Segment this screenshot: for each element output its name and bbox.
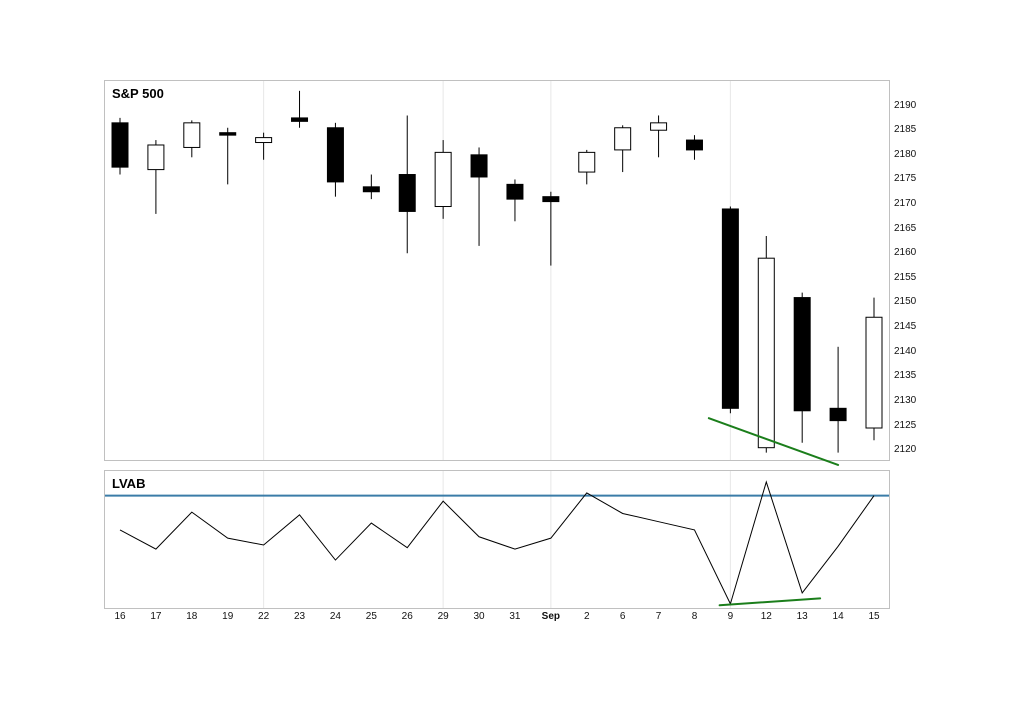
price-y-axis-label: 2125 bbox=[894, 419, 917, 431]
indicator-title: LVAB bbox=[112, 476, 146, 491]
date-axis-label: 9 bbox=[727, 611, 734, 622]
candle-body bbox=[721, 208, 739, 409]
date-axis-label: 19 bbox=[222, 611, 234, 622]
price-y-axis-label: 2150 bbox=[894, 296, 917, 308]
date-axis-label: 16 bbox=[114, 611, 126, 622]
date-axis-label: 15 bbox=[868, 611, 880, 622]
date-axis-label: 22 bbox=[258, 611, 270, 622]
candle-body bbox=[326, 127, 344, 183]
date-axis-label: 31 bbox=[509, 611, 521, 622]
date-axis-label: 2 bbox=[583, 611, 590, 622]
candle-body bbox=[183, 122, 201, 148]
price-y-axis: 2190 2185 2180 2175 2170 2165 2160 2155 2150 2145… bbox=[894, 80, 934, 465]
price-y-axis-label: 2140 bbox=[894, 345, 917, 357]
candle-body bbox=[829, 407, 847, 422]
date-axis-label: 26 bbox=[401, 611, 413, 622]
candle-body bbox=[793, 297, 811, 412]
date-axis-label: 7 bbox=[655, 611, 662, 622]
candle-body bbox=[434, 151, 452, 208]
candle-body bbox=[362, 186, 380, 193]
date-axis-label: 6 bbox=[619, 611, 626, 622]
indicator-support-trendline bbox=[718, 597, 822, 607]
date-axis-label: 30 bbox=[473, 611, 485, 622]
date-axis-label: 23 bbox=[293, 611, 306, 622]
price-y-axis-label: 2190 bbox=[894, 99, 917, 111]
price-support-trendline bbox=[707, 417, 840, 466]
indicator-line-chart bbox=[105, 471, 889, 608]
candle-body bbox=[614, 127, 632, 151]
price-y-axis-label: 2160 bbox=[894, 247, 917, 259]
price-chart-panel: S&P 500 bbox=[104, 80, 890, 466]
date-axis-label: 13 bbox=[796, 611, 808, 622]
date-axis-label: 8 bbox=[691, 611, 698, 622]
candle-body bbox=[291, 117, 309, 122]
date-axis-label: 29 bbox=[437, 611, 449, 622]
price-y-axis-label: 2165 bbox=[894, 222, 917, 234]
candle-body bbox=[757, 257, 775, 449]
date-axis: 16 17 18 19 22 23 24 25 26 29 30 31 Sep 2 6 7 8 9 12 13 14 15 bbox=[105, 611, 891, 627]
indicator-panel: LVAB bbox=[104, 470, 890, 609]
price-chart-title: S&P 500 bbox=[112, 86, 164, 101]
price-y-axis-label: 2175 bbox=[894, 173, 917, 185]
price-y-axis-label: 2170 bbox=[894, 198, 917, 210]
price-candlestick-chart bbox=[111, 81, 883, 466]
date-axis-label: 18 bbox=[186, 611, 198, 622]
date-axis-label: 12 bbox=[760, 611, 772, 622]
candle-body bbox=[542, 196, 560, 203]
price-y-axis-label: 2135 bbox=[894, 370, 917, 382]
candle-body bbox=[255, 137, 273, 144]
price-y-axis-label: 2185 bbox=[894, 124, 917, 136]
candle-body bbox=[111, 122, 129, 168]
date-axis-label: 17 bbox=[150, 611, 162, 622]
candle-body bbox=[219, 132, 237, 136]
date-axis-label: 14 bbox=[832, 611, 844, 622]
price-y-axis-label: 2120 bbox=[894, 444, 917, 456]
date-axis-label: Sep bbox=[541, 611, 561, 622]
candle-body bbox=[147, 144, 165, 171]
date-axis-label: 25 bbox=[365, 611, 377, 622]
candle-body bbox=[578, 151, 596, 173]
price-y-axis-label: 2180 bbox=[894, 148, 917, 160]
candle-body bbox=[685, 139, 703, 151]
date-axis-label: 24 bbox=[329, 611, 341, 622]
price-y-axis-label: 2155 bbox=[894, 271, 917, 283]
indicator-series-line bbox=[119, 480, 875, 606]
candle-body bbox=[865, 316, 883, 429]
candle-body bbox=[398, 174, 416, 212]
candle-body bbox=[470, 154, 488, 178]
candle-body bbox=[650, 122, 668, 131]
price-y-axis-label: 2130 bbox=[894, 394, 917, 406]
price-y-axis-label: 2145 bbox=[894, 321, 917, 333]
candle-body bbox=[506, 183, 524, 200]
